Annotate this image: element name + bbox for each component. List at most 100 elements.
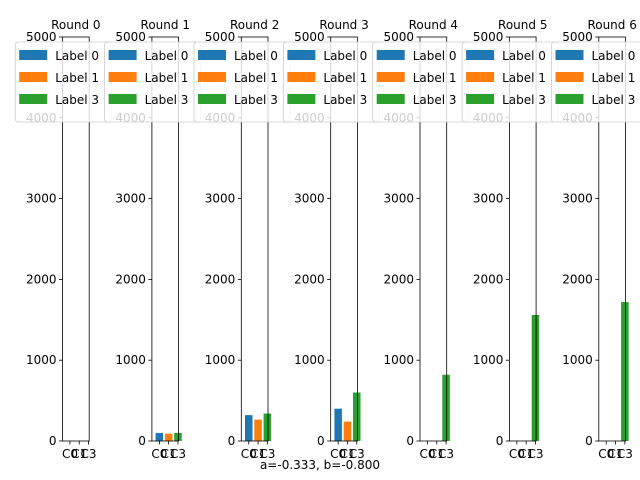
y-tick-label: 5000 [562, 30, 593, 44]
subplot-title: Round 3 [319, 18, 368, 32]
y-tick-label: 5000 [115, 30, 146, 44]
subplot-title: Round 2 [230, 18, 279, 32]
y-tick-label: 2000 [294, 272, 325, 286]
legend: Label 0 Label 1 Label 3 [193, 41, 291, 123]
legend-swatch [198, 50, 226, 60]
axes-frame [598, 36, 626, 442]
legend-entry: Label 0 [55, 49, 99, 63]
legend: Label 0 Label 1 Label 3 [14, 41, 112, 123]
x-tick-label: C0 [598, 447, 614, 461]
legend-entry: Label 0 [323, 49, 367, 63]
y-tick-label: 1000 [383, 353, 414, 367]
panels: Round 0010002000300040005000C0C1C3Label … [14, 18, 640, 461]
axes-frame [508, 36, 537, 442]
y-tick-label: 0 [228, 434, 236, 448]
legend-entry: Label 0 [413, 49, 457, 63]
legend-swatch [466, 94, 495, 104]
y-tick-label: 1000 [294, 353, 325, 367]
legend-entry: Label 0 [234, 49, 278, 63]
y-tick-label: 5000 [26, 30, 57, 44]
legend-entry: Label 3 [323, 93, 367, 107]
y-tick-label: 5000 [205, 30, 236, 44]
legend-entry: Label 1 [234, 71, 278, 85]
subplot-title: Round 1 [141, 18, 190, 32]
legend: Label 0 Label 1 Label 3 [551, 41, 640, 123]
legend-entry: Label 0 [592, 49, 636, 63]
y-tick-label: 2000 [26, 272, 57, 286]
legend-entry: Label 1 [55, 71, 99, 85]
bar-C1-label-1 [343, 421, 352, 441]
axes-frame [62, 36, 90, 442]
y-tick-label: 2000 [115, 272, 146, 286]
x-tick-label: C0 [509, 447, 525, 461]
y-tick-label: 2000 [562, 272, 593, 286]
bar-C3-label-3 [531, 314, 540, 441]
legend-entry: Label 1 [413, 71, 457, 85]
legend-swatch [108, 72, 137, 82]
y-tick-label: 0 [317, 434, 325, 448]
bar-C1-label-1 [254, 419, 262, 441]
bar-C3-label-3 [621, 302, 629, 441]
legend-swatch [466, 72, 495, 82]
bar-C0-label-0 [334, 408, 342, 441]
bar-C3-label-3 [174, 432, 182, 441]
subplot-title: Round 6 [587, 18, 636, 32]
legend-entry: Label 3 [413, 93, 457, 107]
x-tick-label: C3 [259, 447, 275, 461]
y-tick-label: 0 [406, 434, 414, 448]
y-tick-label: 3000 [562, 192, 593, 206]
legend-entry: Label 0 [502, 49, 546, 63]
legend-swatch [555, 50, 584, 60]
legend-swatch [466, 50, 495, 60]
x-tick-label: C3 [170, 447, 186, 461]
y-tick-label: 1000 [473, 353, 504, 367]
figure-caption: a=-0.333, b=-0.800 [260, 458, 380, 472]
x-tick-label: C3 [438, 447, 454, 461]
legend-entry: Label 1 [502, 71, 546, 85]
y-tick-label: 0 [496, 434, 504, 448]
y-tick-label: 0 [585, 434, 593, 448]
legend: Label 0 Label 1 Label 3 [282, 41, 380, 123]
x-tick-label: C1 [608, 447, 624, 461]
legend-entry: Label 3 [145, 93, 189, 107]
x-tick-label: C0 [330, 447, 346, 461]
legend: Label 0 Label 1 Label 3 [372, 41, 470, 123]
legend-entry: Label 3 [234, 93, 278, 107]
y-tick-label: 3000 [294, 192, 325, 206]
legend-swatch [287, 72, 316, 82]
legend-swatch [19, 94, 48, 104]
axes-frame [330, 36, 358, 442]
legend-entry: Label 3 [55, 93, 99, 107]
legend-swatch [108, 94, 137, 104]
y-tick-label: 3000 [383, 192, 414, 206]
subplot-title: Round 4 [409, 18, 458, 32]
bar-C3-label-3 [353, 392, 361, 441]
x-tick-label: C3 [617, 447, 633, 461]
x-tick-label: C1 [71, 447, 87, 461]
x-tick-label: C3 [349, 447, 365, 461]
x-tick-label: C1 [429, 447, 445, 461]
x-tick-label: C1 [250, 447, 266, 461]
legend-swatch [555, 94, 584, 104]
subplot-round-2: Round 2010002000300040005000C0C1C3Label … [193, 18, 291, 461]
subplot-round-5: Round 5010002000300040005000C0C1C3Label … [461, 18, 559, 461]
legend-swatch [376, 94, 405, 104]
y-tick-label: 1000 [115, 353, 146, 367]
legend-entry: Label 0 [145, 49, 189, 63]
y-tick-label: 3000 [115, 192, 146, 206]
legend-swatch [198, 72, 226, 82]
legend-swatch [198, 94, 226, 104]
legend: Label 0 Label 1 Label 3 [461, 41, 559, 123]
subplot-round-1: Round 1010002000300040005000C0C1C3Label … [104, 18, 201, 461]
legend-swatch [19, 72, 48, 82]
y-tick-label: 5000 [473, 30, 504, 44]
bar-C1-label-1 [164, 433, 173, 441]
axes-frame [419, 36, 448, 442]
y-tick-label: 3000 [473, 192, 504, 206]
y-tick-label: 0 [49, 434, 57, 448]
legend-swatch [19, 50, 48, 60]
legend-swatch [555, 72, 584, 82]
legend-swatch [376, 50, 405, 60]
legend-entry: Label 3 [502, 93, 546, 107]
